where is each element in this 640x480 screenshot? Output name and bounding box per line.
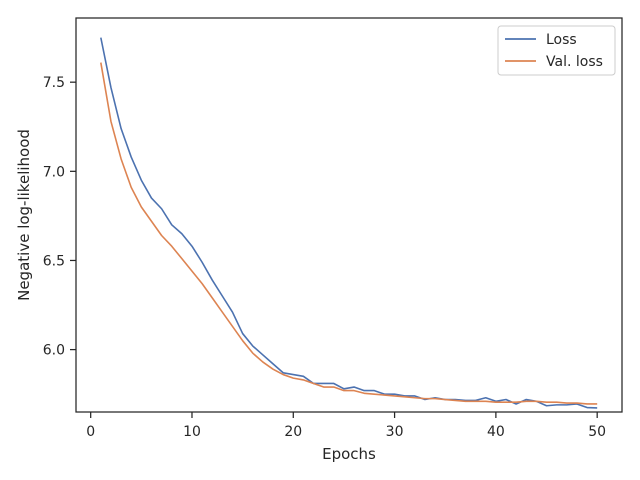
y-ticks: 6.0 6.5 7.0 7.5 xyxy=(43,75,76,359)
x-tick-label: 50 xyxy=(588,424,606,440)
plot-background xyxy=(76,18,622,412)
x-tick-label: 20 xyxy=(284,424,302,440)
y-tick-label: 7.5 xyxy=(43,75,65,91)
y-tick-label: 7.0 xyxy=(43,164,65,180)
legend: Loss Val. loss xyxy=(497,25,616,76)
x-tick-label: 30 xyxy=(386,424,404,440)
y-tick-label: 6.5 xyxy=(43,253,65,269)
series-layer xyxy=(100,37,598,409)
y-tick-label: 6.0 xyxy=(43,343,65,359)
x-tick-label: 0 xyxy=(86,424,95,440)
series-line-val-loss xyxy=(100,62,598,405)
x-axis-label: Epochs xyxy=(322,445,376,463)
x-tick-label: 10 xyxy=(183,424,201,440)
x-ticks: 0 10 20 30 40 50 xyxy=(86,412,606,440)
legend-label-loss: Loss xyxy=(546,32,577,48)
x-tick-label: 40 xyxy=(487,424,505,440)
y-axis-label: Negative log-likelihood xyxy=(15,129,33,301)
plot-frame xyxy=(75,17,623,413)
series-line-loss xyxy=(100,37,598,409)
legend-label-val-loss: Val. loss xyxy=(546,54,603,70)
